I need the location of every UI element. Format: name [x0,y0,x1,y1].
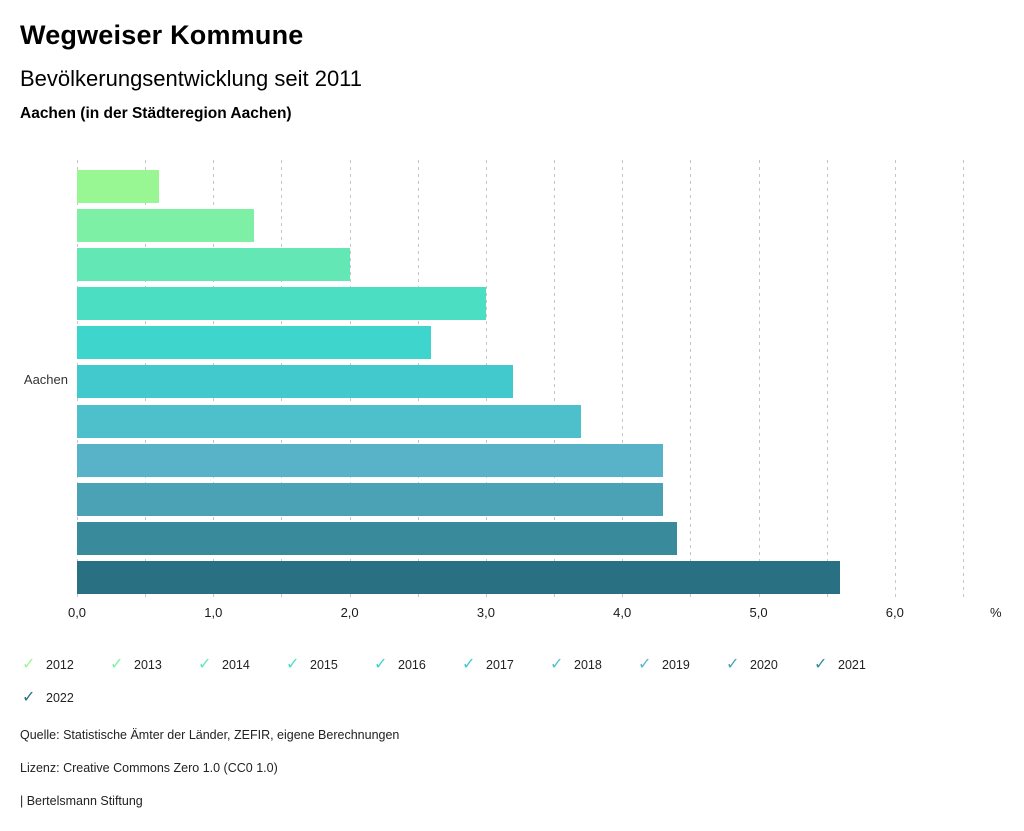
legend-item-2014[interactable]: ✓ 2014 [198,655,286,675]
legend-item-2021[interactable]: ✓ 2021 [814,655,902,675]
gridline [826,160,828,600]
gridline [554,160,556,600]
legend-item-2013[interactable]: ✓ 2013 [110,655,198,675]
attribution-text: | Bertelsmann Stiftung [20,794,143,808]
legend: ✓ 2012 ✓ 2013 ✓ 2014 ✓ 2015 ✓ 2016 ✓ 2017 ✓ 2018 ✓ 2019… [22,655,922,708]
legend-item-2012[interactable]: ✓ 2012 [22,655,110,675]
legend-item-2018[interactable]: ✓ 2018 [550,655,638,675]
x-tick-label: 4,0 [613,605,632,620]
bar-row [77,287,963,321]
license-text: Lizenz: Creative Commons Zero 1.0 (CC0 1… [20,761,278,775]
bar-2014[interactable] [77,248,350,282]
x-tick-label: 2,0 [340,605,359,620]
y-category-label: Aachen [23,372,68,387]
checkmark-icon: ✓ [286,656,300,673]
legend-label: 2015 [310,658,338,672]
checkmark-icon: ✓ [726,656,740,673]
bar-2016[interactable] [77,326,432,360]
x-tick-label: 0,0 [67,605,87,620]
checkmark-icon: ✓ [110,656,124,673]
legend-item-2017[interactable]: ✓ 2017 [462,655,550,675]
checkmark-icon: ✓ [550,656,564,673]
legend-label: 2020 [750,658,778,672]
legend-item-2015[interactable]: ✓ 2015 [286,655,374,675]
chart-title: Bevölkerungsentwicklung seit 2011 [20,66,363,91]
bar-row [77,170,963,203]
bars [77,170,963,594]
x-tick-label: 1,0 [204,605,223,620]
bar-2015[interactable] [77,287,486,321]
legend-label: 2021 [838,658,866,672]
checkmark-icon: ✓ [462,656,476,673]
bar-row [77,248,963,282]
legend-label: 2018 [574,658,602,672]
bar-row [77,404,963,438]
bar-row [77,209,963,243]
bar-2018[interactable] [77,404,582,438]
bar-2012[interactable] [77,170,159,203]
checkmark-icon: ✓ [814,656,828,673]
bar-row [77,365,963,399]
legend-label: 2019 [662,658,690,672]
checkmark-icon: ✓ [198,656,212,673]
source-text: Quelle: Statistische Ämter der Länder, Z… [20,728,400,742]
bar-2022[interactable] [77,560,841,594]
gridline [758,160,760,600]
checkmark-icon: ✓ [22,689,36,706]
legend-label: 2017 [486,658,514,672]
checkmark-icon: ✓ [374,656,388,673]
legend-label: 2013 [134,658,162,672]
bar-2020[interactable] [77,482,664,516]
gridline [690,160,692,600]
x-tick-label: 6,0 [885,605,904,620]
legend-label: 2012 [46,658,74,672]
legend-label: 2022 [46,691,74,705]
region-subtitle: Aachen (in der Städteregion Aachen) [20,105,292,122]
bar-row [77,326,963,360]
legend-item-2016[interactable]: ✓ 2016 [374,655,462,675]
gridline [894,160,896,600]
bar-2013[interactable] [77,209,255,243]
footer: Quelle: Statistische Ämter der Länder, Z… [20,728,399,827]
page-title: Wegweiser Kommune [20,20,304,50]
legend-item-2020[interactable]: ✓ 2020 [726,655,814,675]
gridline [963,160,964,600]
bar-2017[interactable] [77,365,514,399]
legend-item-2019[interactable]: ✓ 2019 [638,655,726,675]
x-axis-unit-label: % [990,605,1002,620]
checkmark-icon: ✓ [638,656,652,673]
gridline [622,160,624,600]
bar-row [77,521,963,555]
x-tick-label: 5,0 [749,605,768,620]
x-tick-label: 3,0 [476,605,495,620]
plot-area [77,160,964,600]
bar-row [77,482,963,516]
legend-label: 2014 [222,658,250,672]
bar-row [77,443,963,477]
bar-row [77,560,963,594]
bar-2021[interactable] [77,521,677,555]
checkmark-icon: ✓ [22,656,36,673]
bar-2019[interactable] [77,443,664,477]
legend-item-2022[interactable]: ✓ 2022 [22,688,110,708]
x-axis: % 0,0 1,0 2,0 3,0 4,0 5,0 6,0 [68,605,1002,623]
legend-label: 2016 [398,658,426,672]
